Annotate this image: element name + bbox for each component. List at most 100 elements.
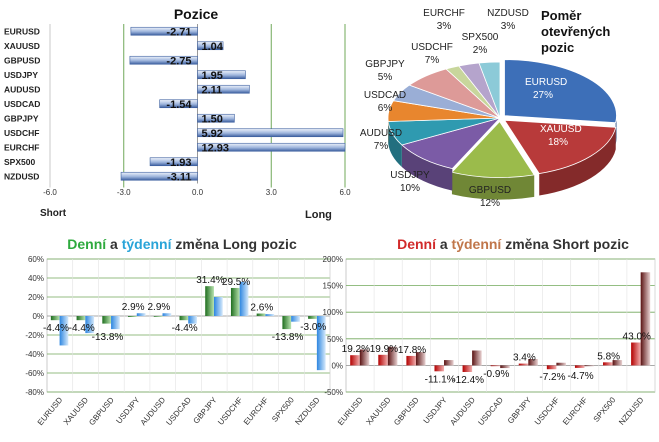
data-label-gbpjpy: 31.4% <box>196 275 224 286</box>
pie-slice-eurusd <box>504 59 617 124</box>
bar-t-denn--gbpjpy <box>213 297 223 316</box>
bar-denn--spx500 <box>603 362 613 366</box>
x-tick-label-gbpusd: GBPUSD <box>87 395 116 427</box>
bar-xauusd <box>197 41 224 51</box>
category-label-nzdusd: NZDUSD <box>4 171 39 181</box>
value-label-gbpjpy: 1.50 <box>202 113 223 125</box>
bar-t-denn--spx500 <box>291 316 300 322</box>
y-tick-label: 200% <box>323 255 343 264</box>
short-change-chart: Denní a týdenní změna Short pozic 19.2% 1… <box>323 236 656 427</box>
short-change-data-labels: 19.2% 19.9% 17.8% -11.1%-12.4%-0.9% 3.4%-7.2… <box>342 332 651 386</box>
pie-label-usdjpy: USDJPY <box>390 170 430 181</box>
pie-label-gbpusd: GBPUSD <box>469 185 511 196</box>
bar-gbpusd <box>129 55 198 65</box>
title-part: a <box>436 236 452 252</box>
y-tick-label: 40% <box>28 274 44 283</box>
bar-t-denn--gbpjpy <box>528 359 538 366</box>
y-tick-label: 60% <box>28 255 44 264</box>
y-tick-label: 20% <box>28 293 44 302</box>
short-change-title: Denní a týdenní změna Short pozic <box>397 236 629 252</box>
x-tick-label-spx500: SPX500 <box>592 395 618 424</box>
bar-denn--gbpusd <box>102 316 112 324</box>
y-tick-label: -80% <box>25 388 44 397</box>
pie-label-nzdusd: NZDUSD <box>487 8 529 19</box>
bar-denn--eurusd <box>50 316 60 321</box>
long-change-bars <box>50 281 326 371</box>
y-tick-label: 50% <box>327 335 343 344</box>
title-part: změna Short pozic <box>501 236 629 252</box>
x-tick-label: 6.0 <box>339 188 351 197</box>
y-tick-label: -60% <box>25 369 44 378</box>
category-label-gbpjpy: GBPJPY <box>4 113 39 123</box>
pie-percent-gbpjpy: 5% <box>378 72 393 83</box>
positions-chart: Pozice EURUSD XAUUSD GBPUSD USDJPY AUDUSD USD… <box>4 6 351 221</box>
pie-slices <box>387 59 617 200</box>
value-label-usdcad: -1.54 <box>166 99 192 111</box>
pie-percent-audusd: 7% <box>374 141 389 152</box>
x-tick-label-usdchf: USDCHF <box>216 395 244 426</box>
bar-t-denn--gbpusd <box>111 316 120 330</box>
data-label-gbpjpy: 3.4% <box>513 353 536 364</box>
bar-t-denn--usdcad <box>500 365 510 369</box>
category-label-usdchf: USDCHF <box>4 128 39 138</box>
pie-side-gbpusd <box>451 172 535 200</box>
data-label-spx500: 5.8% <box>597 351 620 362</box>
bar-t-denn--eurchf <box>265 314 275 316</box>
x-tick-label-eurusd: EURUSD <box>36 395 65 427</box>
bar-denn--usdjpy <box>434 365 445 372</box>
positions-bars <box>120 26 346 181</box>
x-tick-label-audusd: AUDUSD <box>448 395 477 427</box>
pie-percent-nzdusd: 3% <box>501 21 516 32</box>
value-label-xauusd: 1.04 <box>202 41 224 53</box>
pie-label-eurchf: EURCHF <box>423 8 465 19</box>
pie-percent-eurusd: 27% <box>533 90 553 101</box>
bar-denn--xauusd <box>76 316 86 321</box>
data-label-gbpusd: 17.8% <box>398 345 426 356</box>
short-change-grid <box>345 258 656 393</box>
value-label-eurchf: 12.93 <box>202 142 230 154</box>
x-tick-label-nzdusd: NZDUSD <box>617 395 645 426</box>
bar-usdjpy <box>197 70 246 80</box>
bar-gbpjpy <box>197 113 235 123</box>
value-label-usdchf: 5.92 <box>202 128 223 140</box>
category-label-spx500: SPX500 <box>4 157 35 167</box>
x-tick-label-usdjpy: USDJPY <box>422 395 450 425</box>
bar-denn--nzdusd <box>308 316 317 319</box>
y-tick-label: 150% <box>323 282 343 291</box>
x-tick-label-eurusd: EURUSD <box>336 395 365 427</box>
title-part: změna Long pozic <box>172 236 297 252</box>
category-label-usdjpy: USDJPY <box>4 70 38 80</box>
short-change-y-tick-labels: 200% 150% 100% 50% 0% -50% <box>323 255 343 397</box>
title-part: Denní <box>397 236 437 252</box>
y-tick-label: 0% <box>32 312 44 321</box>
x-tick-label-gbpjpy: GBPJPY <box>506 395 534 425</box>
x-tick-label-nzdusd: NZDUSD <box>293 395 321 426</box>
value-label-usdjpy: 1.95 <box>202 70 223 82</box>
x-tick-label: -6.0 <box>43 188 57 197</box>
data-label-usdchf: -7.2% <box>539 372 565 383</box>
bar-denn--audusd <box>462 365 473 372</box>
value-label-eurusd: -2.71 <box>166 26 191 38</box>
bar-spx500 <box>149 157 198 167</box>
pie-title-line: otevřených <box>541 24 610 39</box>
bar-usdcad <box>159 99 198 109</box>
data-label-eurusd: 19.2% <box>342 344 370 355</box>
pie-label-usdcad: USDCAD <box>364 90 406 101</box>
long-change-chart: Denní a týdenní změna Long pozic -4.4% -4… <box>25 236 331 427</box>
bar-denn--audusd <box>153 316 163 317</box>
data-label-spx500: -13.8% <box>272 332 304 343</box>
bar-t-denn--eurusd <box>59 316 69 346</box>
bar-t-denn--usdjpy <box>136 313 146 316</box>
pie-label-spx500: SPX500 <box>462 32 499 43</box>
data-label-usdchf: 29.5% <box>222 277 250 288</box>
bar-t-denn--eurusd <box>359 349 370 366</box>
category-label-audusd: AUDUSD <box>4 84 40 94</box>
bar-denn--xauusd <box>378 354 388 366</box>
pie-label-audusd: AUDUSD <box>360 128 402 139</box>
data-label-usdjpy: 2.9% <box>122 302 145 313</box>
pie-percent-gbpusd: 12% <box>480 198 500 209</box>
category-label-usdcad: USDCAD <box>4 99 40 109</box>
bar-eurchf <box>197 142 346 152</box>
bar-t-denn--gbpusd <box>415 352 426 366</box>
